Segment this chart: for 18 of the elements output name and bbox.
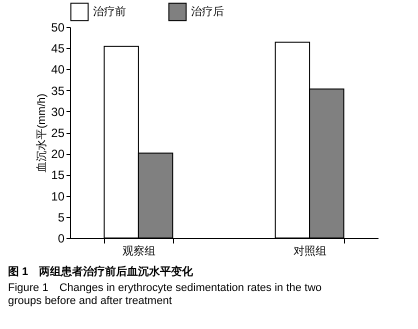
y-tick-label: 50 [51, 20, 65, 34]
y-tick-label: 20 [51, 147, 65, 162]
text: Figure 1 Changes in erythrocyte sedimentation rates in the two groups before and after treatment [8, 282, 322, 307]
y-tick-label: 25 [51, 126, 65, 140]
x-tick-label: 观察组 [122, 244, 156, 258]
legend-label: 治疗后 [191, 4, 224, 18]
legend-label: 治疗前 [93, 4, 126, 18]
y-tick-label: 15 [51, 168, 65, 182]
y-tick-label: 35 [51, 84, 65, 98]
y-tick-label: 0 [58, 232, 65, 246]
y-tick-label: 5 [58, 210, 65, 224]
y-tick-label: 30 [51, 104, 65, 119]
y-tick-label: 45 [51, 42, 65, 56]
y-axis-title: 血沉水平(mm/h) [35, 94, 48, 172]
y-tick-label: 40 [51, 62, 65, 77]
text: 图 1 两组患者治疗前后血沉水平变化 [8, 265, 194, 278]
y-tick-label: 10 [51, 189, 65, 204]
x-tick-label: 对照组 [294, 244, 327, 258]
